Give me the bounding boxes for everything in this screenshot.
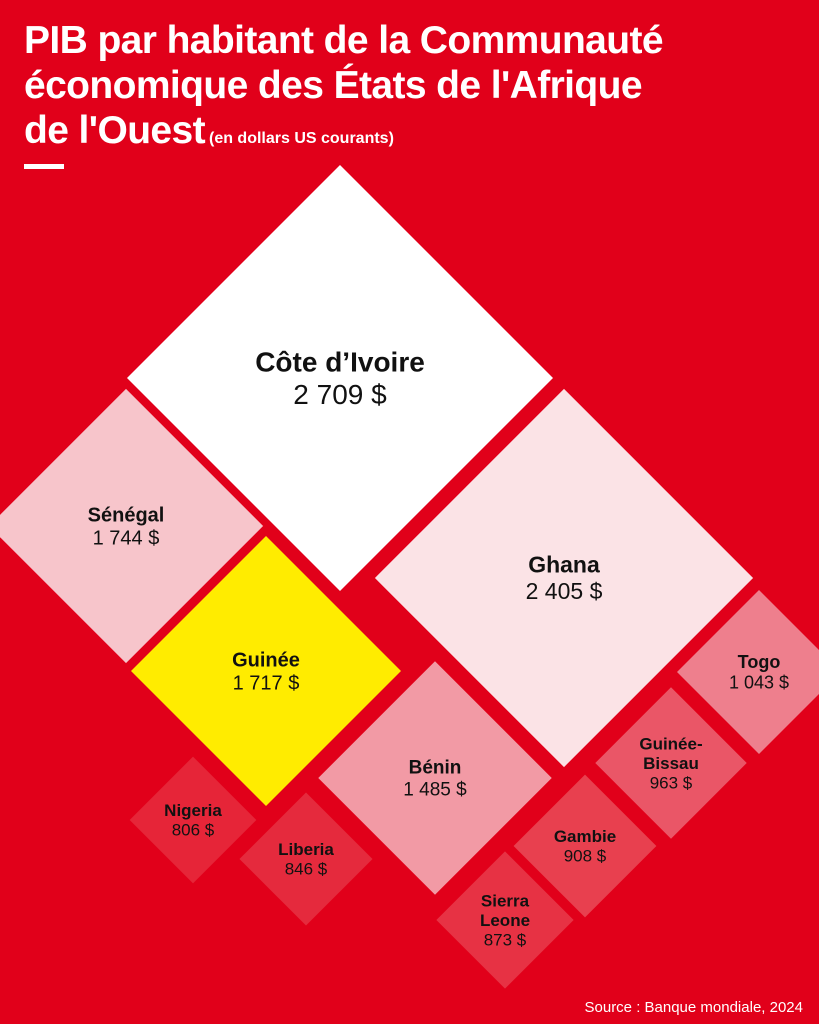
- diamond-shape: [676, 589, 819, 755]
- diamond-shape: [318, 661, 552, 895]
- value-label: 2 709 $: [293, 379, 387, 410]
- country-label: Sierra: [481, 891, 530, 910]
- diamond-shape: [130, 535, 402, 807]
- value-label: 846 $: [285, 860, 328, 879]
- value-label: 806 $: [172, 821, 215, 840]
- value-label: 1 485 $: [403, 779, 467, 800]
- value-label: 873 $: [484, 930, 527, 949]
- country-label: Leone: [480, 911, 530, 930]
- value-label: 1 744 $: [93, 527, 160, 549]
- diamond-shape: [374, 388, 754, 768]
- title-divider: [24, 164, 64, 169]
- title-line-2: économique des États de l'Afrique: [24, 64, 643, 107]
- diamond-shape: [239, 792, 373, 926]
- country-label: Bénin: [409, 758, 462, 779]
- value-label: 1 717 $: [233, 672, 300, 694]
- value-label: 963 $: [650, 773, 693, 792]
- country-label: Sénégal: [88, 504, 165, 526]
- value-label: 908 $: [564, 847, 607, 866]
- diamond-shape: [129, 756, 257, 884]
- diamond-shape: [0, 388, 264, 664]
- diamond-shape: [436, 851, 574, 989]
- title-line-3: de l'Ouest (en dollars US courants): [24, 108, 784, 161]
- title-line-1: PIB par habitant de la Communauté: [24, 19, 664, 62]
- country-label: Côte d’Ivoire: [255, 347, 425, 378]
- country-label: Guinée: [232, 649, 300, 671]
- country-label: Gambie: [554, 827, 616, 846]
- diamond-shape: [513, 774, 657, 918]
- chart-title: PIB par habitant de la Communauté économ…: [24, 18, 784, 161]
- country-label: Bissau: [643, 754, 699, 773]
- country-label: Nigeria: [164, 801, 222, 820]
- diamond-shape: [127, 165, 553, 591]
- country-label: Ghana: [528, 552, 600, 578]
- country-label: Togo: [738, 652, 781, 672]
- chart-subtitle: (en dollars US courants): [208, 130, 394, 147]
- country-label: Guinée-: [639, 734, 702, 753]
- value-label: 2 405 $: [526, 578, 603, 604]
- diamond-shape: [595, 687, 747, 839]
- value-label: 1 043 $: [729, 673, 789, 693]
- title-line-3-text: de l'Ouest: [24, 109, 206, 152]
- country-label: Liberia: [278, 840, 334, 859]
- source-note: Source : Banque mondiale, 2024: [584, 999, 804, 1016]
